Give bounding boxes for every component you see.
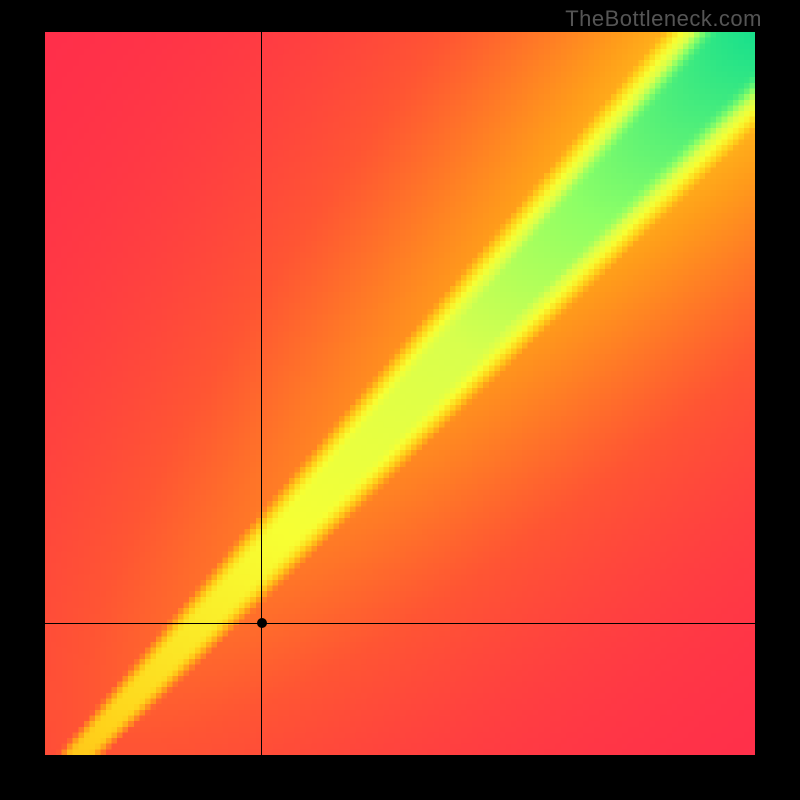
crosshair-horizontal bbox=[45, 623, 755, 624]
crosshair-marker bbox=[257, 618, 267, 628]
chart-container: TheBottleneck.com bbox=[0, 0, 800, 800]
bottleneck-heatmap bbox=[45, 32, 755, 755]
crosshair-vertical bbox=[261, 32, 262, 755]
watermark-text: TheBottleneck.com bbox=[565, 6, 762, 32]
